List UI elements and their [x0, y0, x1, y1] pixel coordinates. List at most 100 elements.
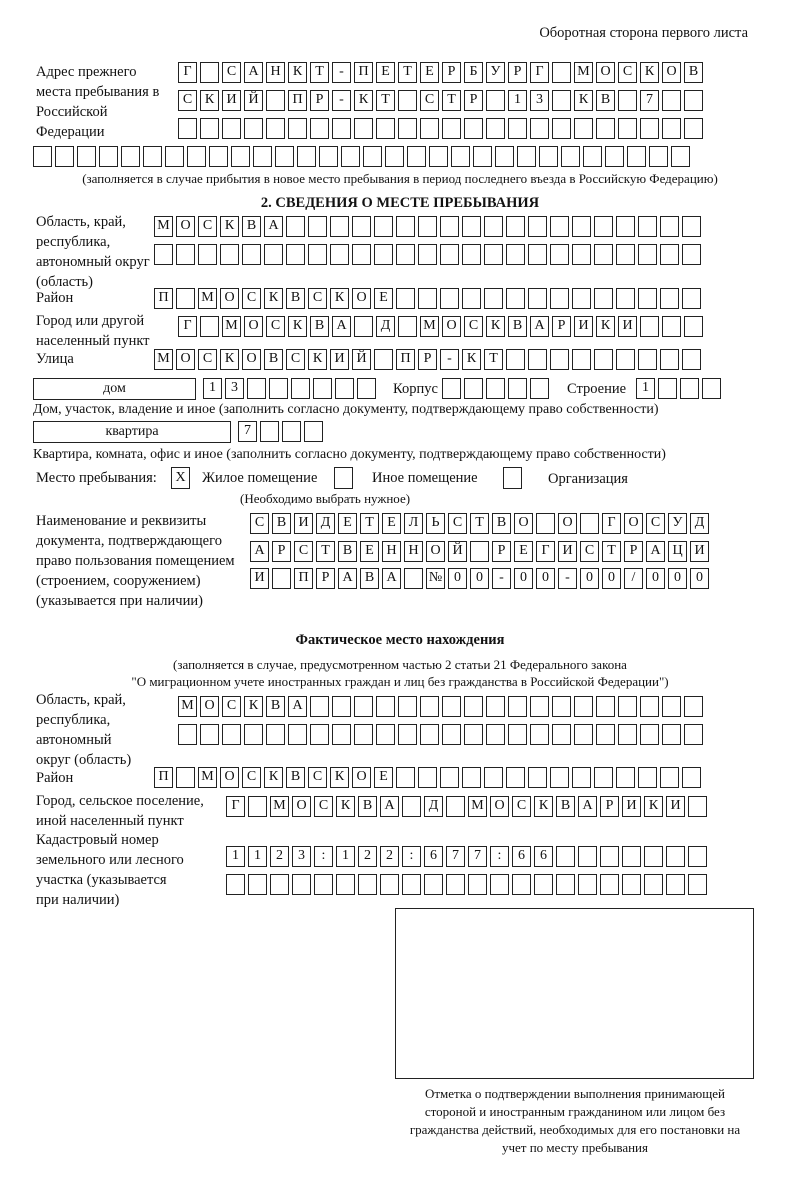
char-cell[interactable]: 6 — [534, 846, 553, 867]
char-cell[interactable]: С — [242, 767, 261, 788]
char-cell[interactable]: А — [250, 541, 269, 562]
char-cell[interactable] — [550, 767, 569, 788]
char-cell[interactable]: И — [690, 541, 709, 562]
char-cell[interactable] — [357, 378, 376, 399]
char-cell[interactable]: А — [646, 541, 665, 562]
char-cell[interactable] — [99, 146, 118, 167]
char-cell[interactable]: 0 — [668, 568, 687, 589]
char-cell[interactable] — [682, 767, 701, 788]
char-cell[interactable]: Е — [338, 513, 357, 534]
char-cell[interactable] — [178, 118, 197, 139]
char-cell[interactable] — [55, 146, 74, 167]
char-cell[interactable] — [666, 846, 685, 867]
char-cell[interactable] — [374, 244, 393, 265]
char-cell[interactable] — [398, 90, 417, 111]
char-cell[interactable]: Т — [376, 90, 395, 111]
char-cell[interactable] — [574, 696, 593, 717]
char-cell[interactable] — [684, 118, 703, 139]
char-cell[interactable] — [396, 216, 415, 237]
char-cell[interactable]: Р — [492, 541, 511, 562]
char-cell[interactable]: - — [332, 62, 351, 83]
char-cell[interactable] — [662, 696, 681, 717]
char-cell[interactable]: С — [448, 513, 467, 534]
char-cell[interactable] — [198, 244, 217, 265]
char-cell[interactable]: Т — [398, 62, 417, 83]
char-cell[interactable] — [176, 767, 195, 788]
char-cell[interactable] — [528, 767, 547, 788]
char-cell[interactable]: Р — [316, 568, 335, 589]
char-cell[interactable] — [684, 316, 703, 337]
char-cell[interactable] — [684, 696, 703, 717]
char-cell[interactable] — [282, 421, 301, 442]
char-cell[interactable]: Т — [442, 90, 461, 111]
char-cell[interactable] — [464, 378, 483, 399]
char-cell[interactable]: С — [222, 696, 241, 717]
char-cell[interactable]: Г — [178, 316, 197, 337]
house-type-field[interactable]: дом — [33, 378, 196, 400]
char-cell[interactable]: О — [662, 62, 681, 83]
char-cell[interactable] — [508, 378, 527, 399]
cadastre-row-2[interactable] — [226, 874, 710, 896]
char-cell[interactable]: Е — [514, 541, 533, 562]
char-cell[interactable] — [336, 874, 355, 895]
char-cell[interactable] — [332, 118, 351, 139]
char-cell[interactable]: М — [154, 216, 173, 237]
char-cell[interactable] — [702, 378, 721, 399]
char-cell[interactable]: С — [464, 316, 483, 337]
char-cell[interactable]: Н — [404, 541, 423, 562]
char-cell[interactable] — [468, 874, 487, 895]
char-cell[interactable] — [352, 216, 371, 237]
building-row[interactable]: 1 — [636, 378, 724, 400]
char-cell[interactable] — [627, 146, 646, 167]
char-cell[interactable]: К — [264, 767, 283, 788]
char-cell[interactable] — [682, 288, 701, 309]
char-cell[interactable] — [486, 118, 505, 139]
char-cell[interactable] — [556, 874, 575, 895]
char-cell[interactable] — [385, 146, 404, 167]
char-cell[interactable] — [682, 244, 701, 265]
char-cell[interactable] — [332, 724, 351, 745]
char-cell[interactable] — [330, 216, 349, 237]
flat-type-field[interactable]: квартира — [33, 421, 231, 443]
char-cell[interactable] — [222, 724, 241, 745]
char-cell[interactable]: Г — [226, 796, 245, 817]
char-cell[interactable]: К — [330, 288, 349, 309]
char-cell[interactable]: А — [288, 696, 307, 717]
char-cell[interactable]: С — [198, 216, 217, 237]
char-cell[interactable] — [640, 316, 659, 337]
char-cell[interactable] — [528, 244, 547, 265]
char-cell[interactable]: Й — [244, 90, 263, 111]
char-cell[interactable] — [530, 118, 549, 139]
char-cell[interactable] — [574, 724, 593, 745]
char-cell[interactable]: Р — [272, 541, 291, 562]
char-cell[interactable] — [484, 767, 503, 788]
char-cell[interactable] — [396, 244, 415, 265]
char-cell[interactable]: О — [200, 696, 219, 717]
char-cell[interactable] — [572, 244, 591, 265]
char-cell[interactable]: К — [640, 62, 659, 83]
char-cell[interactable] — [270, 874, 289, 895]
char-cell[interactable] — [143, 146, 162, 167]
char-cell[interactable]: 7 — [640, 90, 659, 111]
char-cell[interactable]: Р — [552, 316, 571, 337]
char-cell[interactable]: И — [666, 796, 685, 817]
char-cell[interactable] — [248, 874, 267, 895]
char-cell[interactable]: А — [338, 568, 357, 589]
char-cell[interactable]: Г — [530, 62, 549, 83]
char-cell[interactable] — [178, 724, 197, 745]
char-cell[interactable] — [618, 118, 637, 139]
char-cell[interactable] — [354, 696, 373, 717]
char-cell[interactable] — [376, 696, 395, 717]
char-cell[interactable]: И — [558, 541, 577, 562]
char-cell[interactable] — [484, 244, 503, 265]
char-cell[interactable]: 0 — [602, 568, 621, 589]
char-cell[interactable]: 3 — [225, 378, 244, 399]
char-cell[interactable] — [594, 288, 613, 309]
char-cell[interactable] — [594, 349, 613, 370]
char-cell[interactable] — [442, 378, 461, 399]
char-cell[interactable]: К — [220, 216, 239, 237]
char-cell[interactable] — [288, 724, 307, 745]
char-cell[interactable]: С — [266, 316, 285, 337]
